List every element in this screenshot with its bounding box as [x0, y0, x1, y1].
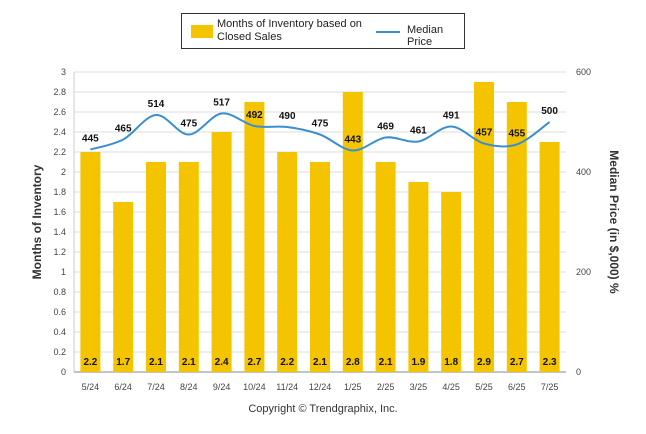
bar: [506, 102, 527, 372]
line-value-label: 457: [476, 128, 493, 139]
x-tick-label: 1/25: [344, 382, 362, 392]
bar-value-label: 2.2: [83, 357, 97, 368]
bar: [474, 82, 494, 372]
bar-value-label: 2.1: [182, 357, 196, 368]
x-tick-label: 7/25: [541, 382, 559, 392]
bar: [375, 162, 396, 372]
line-value-label: 443: [344, 135, 361, 146]
line-value-label: 475: [180, 119, 197, 130]
x-tick-label: 4/25: [442, 382, 460, 392]
bar-value-label: 1.8: [444, 357, 458, 368]
bar-value-label: 2.8: [346, 357, 360, 368]
bar-value-label: 1.9: [411, 357, 425, 368]
x-tick-label: 9/24: [213, 382, 231, 392]
bar: [113, 202, 134, 372]
bar: [146, 162, 166, 372]
y-tick-label-left: 0.2: [53, 347, 66, 357]
line-value-label: 491: [443, 111, 460, 122]
legend-line-label: Median Price: [407, 24, 444, 48]
median-price-line: [90, 112, 551, 152]
x-tick-label: 6/24: [114, 382, 132, 392]
line-value-label: 475: [312, 119, 329, 130]
bar-value-label: 2.7: [247, 357, 261, 368]
x-tick-label: 8/24: [180, 382, 198, 392]
line-value-label: 517: [213, 98, 230, 109]
bar: [277, 152, 298, 372]
y-axis-title-left: Months of Inventory: [30, 164, 44, 279]
y-tick-label-left: 2.2: [53, 147, 66, 157]
legend: Months of Inventory based on Closed Sale…: [181, 13, 465, 49]
legend-bar-label: Months of Inventory based on Closed Sale…: [217, 18, 362, 43]
y-tick-label-left: 2.8: [53, 87, 66, 97]
bar: [178, 162, 199, 372]
x-tick-label: 10/24: [243, 382, 266, 392]
y-tick-label-left: 0.8: [53, 287, 66, 297]
line-value-label: 469: [377, 122, 394, 133]
x-tick-label: 12/24: [309, 382, 332, 392]
y-tick-label-left: 0.6: [53, 307, 66, 317]
line-value-label: 445: [82, 134, 99, 145]
bar-value-label: 2.1: [149, 357, 163, 368]
bar: [211, 132, 232, 372]
bar: [342, 92, 363, 372]
line-value-label: 500: [541, 106, 558, 117]
bar: [441, 192, 462, 372]
line-value-label: 455: [508, 129, 525, 140]
y-tick-label-left: 3: [61, 67, 66, 77]
bar-value-label: 2.1: [313, 357, 327, 368]
y-tick-label-right: 0: [576, 367, 581, 377]
x-tick-label: 6/25: [508, 382, 526, 392]
bar: [539, 142, 560, 372]
line-value-label: 465: [115, 124, 132, 135]
y-tick-label-left: 0.4: [53, 327, 66, 337]
bar: [408, 182, 429, 372]
bar-value-label: 2.9: [477, 357, 491, 368]
legend-line-swatch: [376, 31, 400, 33]
x-tick-label: 7/24: [147, 382, 165, 392]
y-axis-title-right: Median Price (in $,000) %: [607, 150, 621, 294]
bar-value-label: 2.4: [215, 357, 229, 368]
line-value-label: 490: [279, 111, 296, 122]
x-tick-label: 2/25: [377, 382, 395, 392]
x-tick-label: 5/24: [82, 382, 100, 392]
bar-value-label: 1.7: [116, 357, 130, 368]
bar-value-label: 2.1: [379, 357, 393, 368]
y-tick-label-left: 1: [61, 267, 66, 277]
y-tick-label-left: 1.2: [53, 247, 66, 257]
copyright-text: Copyright © Trendgraphix, Inc.: [248, 403, 398, 415]
bar-value-label: 2.7: [510, 357, 524, 368]
y-tick-label-left: 2.6: [53, 107, 66, 117]
legend-bar-swatch: [191, 25, 213, 38]
y-tick-label-right: 200: [576, 267, 591, 277]
bar: [244, 102, 265, 372]
y-tick-label-left: 2.4: [53, 127, 66, 137]
y-tick-label-left: 1.6: [53, 207, 66, 217]
y-tick-label-left: 1.8: [53, 187, 66, 197]
line-value-label: 514: [148, 99, 165, 110]
bar-value-label: 2.3: [543, 357, 557, 368]
y-tick-label-left: 1.4: [53, 227, 66, 237]
x-tick-label: 11/24: [276, 382, 298, 392]
y-tick-label-left: 0: [61, 367, 66, 377]
x-tick-label: 3/25: [410, 382, 428, 392]
x-tick-label: 5/25: [475, 382, 493, 392]
y-tick-label-right: 600: [576, 67, 591, 77]
y-tick-label-left: 2: [61, 167, 66, 177]
bar: [80, 152, 101, 372]
bar: [310, 162, 330, 372]
line-value-label: 461: [410, 126, 427, 137]
y-tick-label-right: 400: [576, 167, 591, 177]
line-value-label: 492: [246, 110, 263, 121]
bar-value-label: 2.2: [280, 357, 294, 368]
